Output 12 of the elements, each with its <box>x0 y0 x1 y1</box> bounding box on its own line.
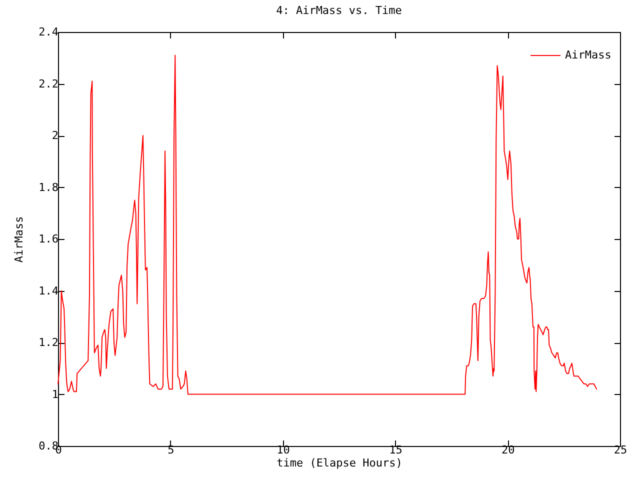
y-tick-label: 1.8 <box>38 180 58 194</box>
y-tick-label: 1.4 <box>38 284 59 298</box>
legend-label: AirMass <box>565 48 612 62</box>
y-tick-label: 1.6 <box>38 232 58 246</box>
chart-title: 4: AirMass vs. Time <box>276 4 402 17</box>
x-axis-title: time (Elapse Hours) <box>276 456 402 470</box>
y-tick-label: 2 <box>52 129 58 142</box>
y-axis-title: AirMass <box>12 216 26 263</box>
y-tick-label: 2.2 <box>38 77 58 90</box>
y-tick-label: 1.2 <box>38 336 58 349</box>
y-tick-label: 1 <box>52 388 58 401</box>
y-tick-label: 2.4 <box>38 26 59 38</box>
